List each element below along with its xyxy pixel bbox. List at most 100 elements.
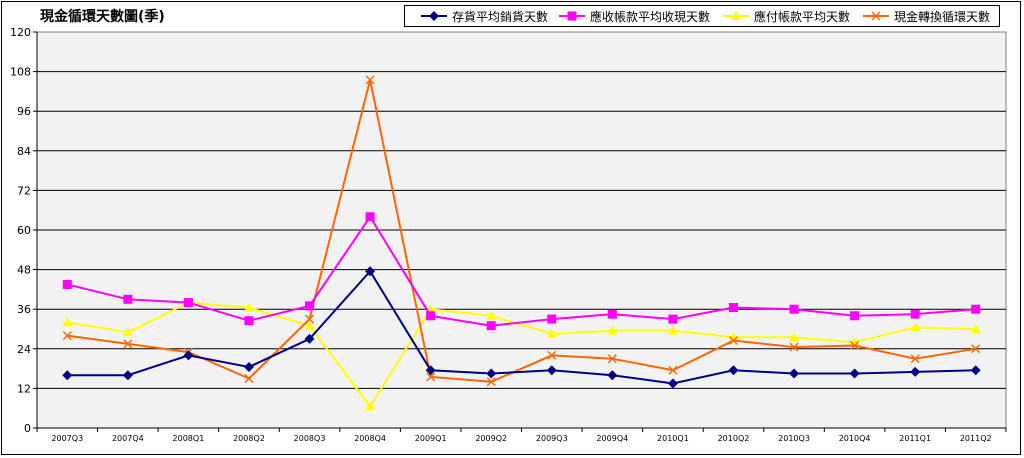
data-point [365, 212, 375, 222]
data-point [728, 336, 738, 346]
x-tick-label: 2008Q4 [354, 434, 386, 443]
y-tick-label: 84 [17, 145, 31, 158]
data-point [667, 378, 678, 389]
data-point [850, 341, 860, 350]
y-tick-label: 108 [10, 66, 31, 79]
series-line-1 [67, 214, 976, 327]
series-3 [62, 75, 981, 387]
data-point [365, 401, 376, 411]
x-tick-label: 2009Q2 [475, 434, 507, 443]
data-point [728, 365, 739, 376]
data-point [486, 321, 496, 331]
data-point [668, 365, 678, 375]
x-tick-label: 2008Q2 [233, 434, 265, 443]
data-point [546, 365, 557, 376]
series-line-0 [67, 269, 976, 385]
series-1 [62, 212, 981, 331]
data-point [305, 301, 315, 311]
data-point [122, 327, 133, 337]
x-tick-label: 2008Q1 [173, 434, 205, 443]
data-point [244, 374, 254, 383]
y-tick-label: 24 [17, 343, 31, 356]
y-tick-label: 36 [17, 303, 31, 316]
y-tick-label: 72 [17, 184, 31, 197]
legend-item-receivable-days: 應收帳款平均收現天數 [557, 6, 710, 26]
data-point [62, 279, 72, 289]
legend-label-inventory-days: 存貨平均銷貨天數 [452, 9, 549, 24]
x-tick-label: 2009Q1 [415, 434, 447, 443]
x-tick-label: 2007Q4 [112, 434, 144, 443]
x-tick-label: 2010Q4 [839, 434, 871, 443]
data-point [183, 298, 193, 308]
y-tick-label: 96 [17, 105, 31, 118]
data-point [789, 342, 799, 352]
y-tick-label: 12 [17, 382, 31, 395]
data-point [910, 354, 920, 364]
x-tick-label: 2009Q4 [596, 434, 628, 443]
data-point [607, 370, 618, 381]
legend-item-payable-days: 應付帳款平均天數 [721, 6, 850, 26]
x-tick-label: 2010Q3 [778, 434, 810, 443]
data-point [486, 310, 497, 320]
data-point [546, 328, 557, 338]
data-point [62, 370, 73, 381]
legend-marker-inventory-days [421, 11, 447, 21]
x-tick-label: 2007Q3 [51, 434, 83, 443]
y-tick-label: 120 [10, 26, 31, 39]
legend-marker-cash-cycle-days [863, 11, 889, 21]
data-point [243, 302, 254, 312]
x-tick-label: 2010Q2 [718, 434, 750, 443]
data-point [789, 368, 800, 379]
data-point [305, 314, 315, 324]
data-point [970, 324, 981, 333]
data-point [728, 303, 738, 313]
legend-item-inventory-days: 存貨平均銷貨天數 [419, 6, 548, 26]
data-point [62, 317, 73, 327]
data-point [607, 354, 617, 364]
data-point [365, 266, 376, 277]
data-point [971, 344, 981, 354]
data-point [123, 339, 133, 349]
legend-marker-shape [731, 11, 741, 20]
series-line-2 [67, 301, 976, 409]
data-point [304, 333, 315, 344]
legend-item-cash-cycle-days: 現金轉換循環天數 [861, 6, 990, 26]
series-0 [62, 266, 981, 389]
data-point [607, 325, 618, 335]
data-point [850, 311, 860, 321]
data-point [910, 322, 921, 332]
data-point [547, 314, 557, 324]
legend-marker-shape [871, 11, 881, 21]
series-2 [62, 297, 981, 411]
data-point [123, 294, 133, 304]
chart-title: 現金循環天數圖(季) [40, 9, 165, 25]
data-point [365, 75, 375, 85]
x-tick-label: 2009Q3 [536, 434, 568, 443]
data-point [243, 361, 254, 372]
legend: 存貨平均銷貨天數 應收帳款平均收現天數 應付帳款平均天數 現金轉換循環天數 [404, 5, 1000, 27]
data-point [426, 372, 436, 382]
data-point [547, 350, 557, 360]
data-point [607, 309, 617, 319]
data-point [62, 331, 72, 341]
legend-label-cash-cycle-days: 現金轉換循環天數 [894, 9, 991, 24]
data-point [426, 311, 436, 321]
data-point [486, 377, 496, 387]
data-point [667, 325, 678, 335]
x-tick-label: 2011Q1 [899, 434, 931, 443]
data-point [910, 309, 920, 319]
legend-marker-shape [429, 11, 439, 21]
data-point [304, 320, 315, 330]
data-point [425, 365, 436, 376]
data-point [183, 350, 194, 361]
x-tick-label: 2010Q1 [657, 434, 689, 443]
legend-marker-shape [567, 11, 577, 21]
data-point [971, 304, 981, 314]
data-point [486, 368, 497, 379]
y-tick-label: 0 [24, 422, 31, 435]
x-tick-label: 2011Q2 [960, 434, 992, 443]
legend-label-receivable-days: 應收帳款平均收現天數 [590, 9, 711, 24]
data-point [910, 366, 921, 377]
y-tick-label: 48 [17, 264, 31, 277]
